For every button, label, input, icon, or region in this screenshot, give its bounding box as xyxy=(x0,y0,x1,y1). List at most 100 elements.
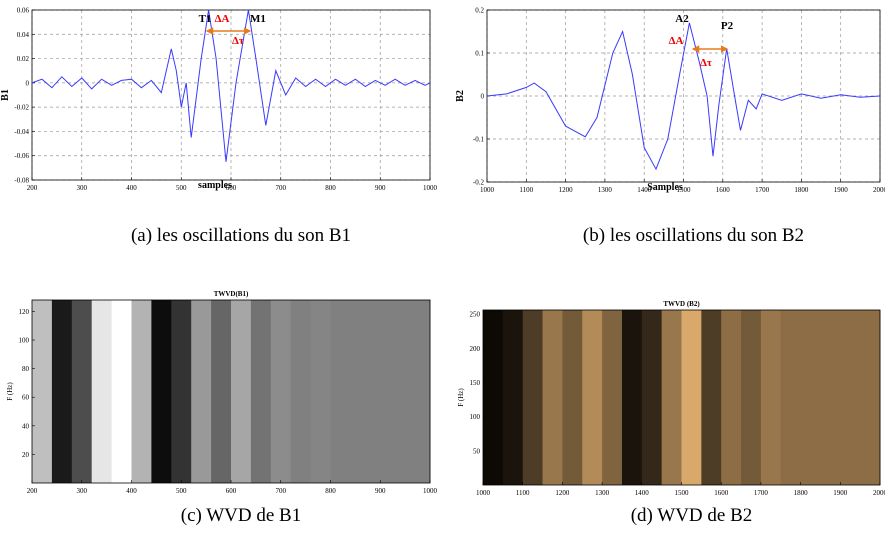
y-tick-label: 0.06 xyxy=(17,7,30,15)
x-tick-label: 900 xyxy=(375,487,386,495)
heat-cell xyxy=(290,300,312,483)
x-tick-label: 1400 xyxy=(637,186,652,194)
x-tick-label: 1500 xyxy=(677,186,692,194)
x-tick-label: 1200 xyxy=(555,489,570,497)
annotation: Δτ xyxy=(700,57,712,69)
annotation: A2 xyxy=(675,13,689,25)
heat-cell xyxy=(641,310,663,485)
heat-cell xyxy=(780,310,802,485)
heat-cell xyxy=(522,310,544,485)
x-tick-label: 400 xyxy=(126,184,137,192)
heat-cell xyxy=(483,310,504,485)
panel: -0.2 -0.1 0 0.1 0.2 1000 1100 1200 1300 1400 1500 1… xyxy=(455,7,885,247)
heat-cell xyxy=(542,310,563,485)
y-tick-label: 20 xyxy=(22,451,30,459)
x-tick-label: 2000 xyxy=(873,186,885,194)
x-tick-label: 800 xyxy=(325,184,336,192)
x-tick-label: 600 xyxy=(226,184,237,192)
x-tick-label: 1700 xyxy=(755,186,770,194)
heat-cell xyxy=(390,300,411,483)
y-axis-label: B1 xyxy=(0,89,11,101)
x-tick-label: 1700 xyxy=(754,489,769,497)
heat-cell xyxy=(701,310,722,485)
heat-cell xyxy=(191,300,212,483)
y-axis-label: B2 xyxy=(455,90,466,102)
y-tick-label: 80 xyxy=(22,365,30,373)
x-tick-label: 1900 xyxy=(834,186,849,194)
x-tick-label: 200 xyxy=(27,487,38,495)
signal-line xyxy=(486,22,881,171)
heat-cell xyxy=(582,310,603,485)
y-tick-label: 120 xyxy=(19,308,30,316)
caption: (c) WVD de B1 xyxy=(181,505,301,526)
heat-cell xyxy=(502,310,524,485)
heat-cell xyxy=(760,310,782,485)
x-axis-label: samples xyxy=(198,180,232,191)
caption: (d) WVD de B2 xyxy=(631,505,753,526)
y-tick-label: -0.02 xyxy=(14,104,29,112)
x-tick-label: 600 xyxy=(226,487,237,495)
plot-frame xyxy=(482,309,881,486)
y-tick-label: -0.04 xyxy=(14,128,29,136)
panel: TWVD(B1) 20 40 60 80 100 120 200 300 400 500 600 700… xyxy=(6,290,438,526)
heat-cell xyxy=(131,300,152,483)
x-tick-label: 1100 xyxy=(516,489,530,497)
y-tick-label: -0.06 xyxy=(14,152,29,160)
y-tick-label: 100 xyxy=(470,413,481,421)
x-tick-label: 1900 xyxy=(833,489,848,497)
x-tick-label: 400 xyxy=(126,487,137,495)
annotation: M1 xyxy=(250,13,266,25)
x-tick-label: 1400 xyxy=(635,489,650,497)
y-tick-label: 50 xyxy=(473,447,481,455)
heat-cell xyxy=(111,300,132,483)
caption: (b) les oscillations du son B2 xyxy=(583,225,804,246)
heat-cell xyxy=(860,310,881,485)
heat-cell xyxy=(91,300,113,483)
heat-cell xyxy=(661,310,682,485)
x-tick-label: 1800 xyxy=(794,186,809,194)
x-tick-label: 1000 xyxy=(423,184,438,192)
panel: -0.08 -0.06 -0.04 -0.02 0 0.02 0.04 0.06 200 300 4… xyxy=(0,7,438,247)
chart-title: TWVD(B1) xyxy=(214,290,249,298)
x-tick-label: 1100 xyxy=(519,186,533,194)
y-tick-label: -0.2 xyxy=(473,179,485,187)
x-tick-label: 1500 xyxy=(675,489,690,497)
signal-line xyxy=(31,9,431,162)
y-tick-label: 40 xyxy=(22,422,30,430)
x-tick-label: 1600 xyxy=(714,489,729,497)
heat-cell xyxy=(211,300,232,483)
y-tick-label: 100 xyxy=(19,337,30,345)
chart-title: TWVD (B2) xyxy=(663,300,700,308)
heat-cell xyxy=(741,310,762,485)
heat-cell xyxy=(800,310,821,485)
x-tick-label: 2000 xyxy=(873,489,885,497)
x-tick-label: 300 xyxy=(77,184,88,192)
annotation: ΔA xyxy=(215,13,230,25)
x-axis-label: Samples xyxy=(647,182,683,193)
x-tick-label: 500 xyxy=(176,184,187,192)
heat-cell xyxy=(562,310,583,485)
x-tick-label: 1300 xyxy=(595,489,610,497)
y-tick-label: 0 xyxy=(26,79,30,87)
y-tick-label: 0.04 xyxy=(17,31,30,39)
heat-cell xyxy=(32,300,53,483)
heat-cell xyxy=(410,300,431,483)
y-tick-label: 0.2 xyxy=(475,7,484,15)
annotation: Δτ xyxy=(232,35,244,47)
x-tick-label: 900 xyxy=(375,184,386,192)
x-tick-label: 1300 xyxy=(598,186,613,194)
y-tick-label: -0.08 xyxy=(14,177,29,185)
plot-frame xyxy=(31,9,431,181)
heat-cell xyxy=(330,300,351,483)
x-tick-label: 800 xyxy=(325,487,336,495)
x-tick-label: 1800 xyxy=(794,489,809,497)
y-tick-label: 0.02 xyxy=(17,55,30,63)
heat-cell xyxy=(231,300,252,483)
heat-cell xyxy=(602,310,623,485)
y-tick-label: 60 xyxy=(22,394,30,402)
heat-cell xyxy=(270,300,292,483)
y-tick-label: 0.1 xyxy=(475,50,484,58)
x-tick-label: 1200 xyxy=(559,186,574,194)
y-tick-label: -0.1 xyxy=(473,136,485,144)
